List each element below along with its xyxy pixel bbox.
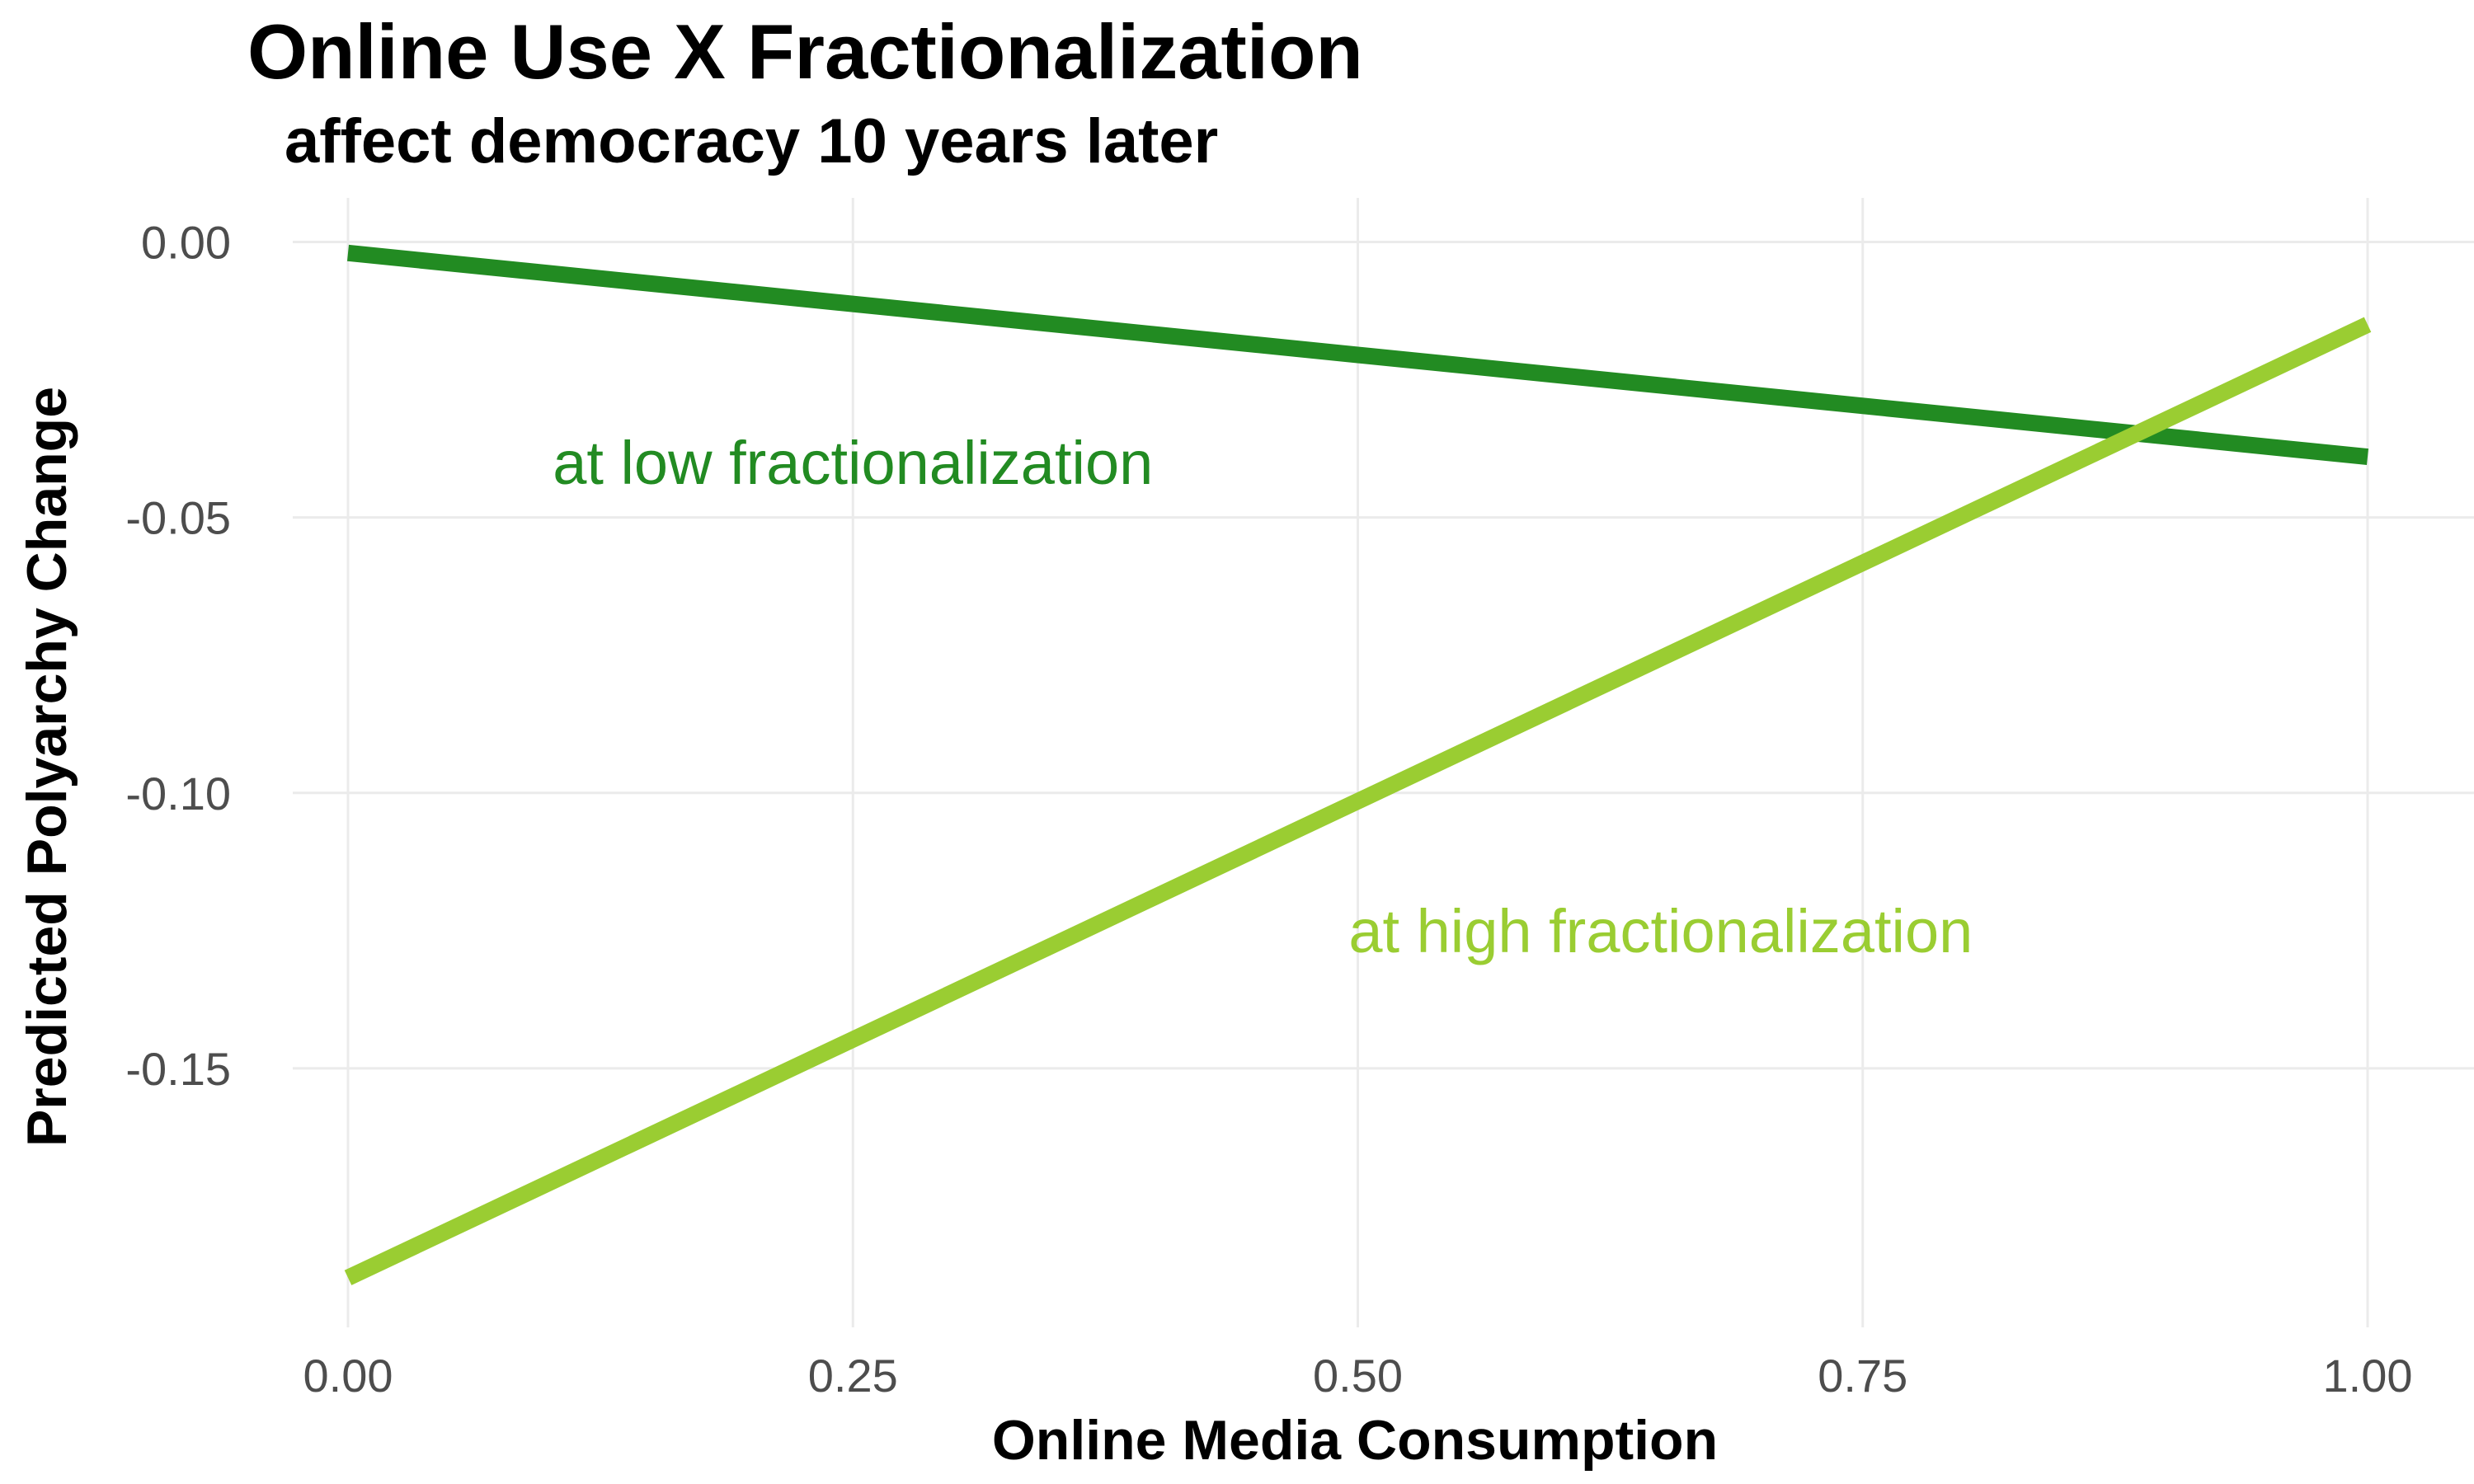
grid-layer (293, 198, 2474, 1327)
series-label-2: at high fractionalization (1348, 897, 1973, 965)
chart-title: Online Use X Fractionalization (247, 8, 1363, 95)
x-tick-label: 0.25 (808, 1350, 898, 1402)
series-label-1: at low fractionalization (553, 429, 1153, 497)
label-layer: at low fractionalization at high fraction… (553, 429, 1973, 965)
series-layer (344, 244, 2372, 1285)
y-axis-title: Predicted Polyarchy Change (16, 387, 78, 1147)
x-tick-label: 0.00 (303, 1350, 393, 1402)
series-line-2 (344, 317, 2372, 1285)
x-tick-label: 0.50 (1313, 1350, 1403, 1402)
y-tick-label: -0.10 (125, 768, 231, 819)
y-tick-label: -0.05 (125, 492, 231, 544)
y-tick-label: -0.15 (125, 1043, 231, 1095)
x-tick-label: 0.75 (1818, 1350, 1907, 1402)
x-axis-title: Online Media Consumption (992, 1409, 1718, 1472)
chart-subtitle: affect democracy 10 years later (285, 106, 1218, 176)
x-tick-label: 1.00 (2323, 1350, 2413, 1402)
y-tick-label: 0.00 (141, 216, 231, 268)
series-line-1 (346, 244, 2369, 466)
tick-layer: 0.00 0.25 0.50 0.75 1.00 0.00 -0.05 -0.10 -0.15 (125, 216, 2412, 1402)
